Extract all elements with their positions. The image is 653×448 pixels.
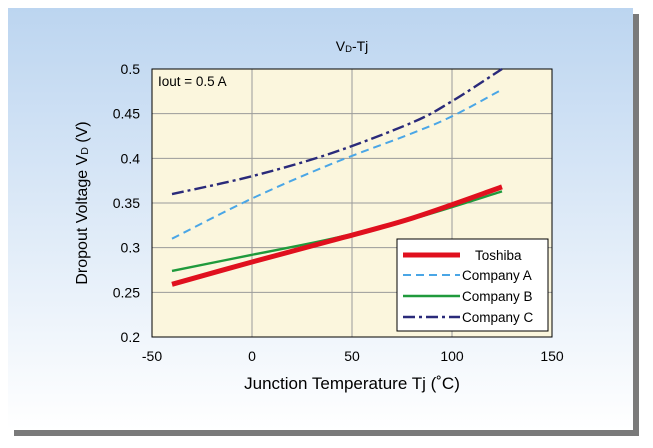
x-axis-label: Junction Temperature Tj (˚C) bbox=[244, 374, 460, 393]
series-line-company-c bbox=[171, 67, 503, 196]
y-axis-label-main: Dropout Voltage V bbox=[74, 154, 91, 284]
x-tick-label: 100 bbox=[440, 348, 464, 364]
y-axis-label-subscript: D bbox=[79, 147, 91, 155]
y-tick-label: 0.2 bbox=[121, 329, 141, 345]
series-lines bbox=[171, 67, 503, 287]
chart-title-rest: -Tj bbox=[352, 38, 368, 54]
x-tick-label: 150 bbox=[540, 348, 564, 364]
legend-label: Company C bbox=[462, 310, 534, 325]
legend: Toshiba Company A Company B Company C bbox=[396, 238, 549, 332]
y-tick-label: 0.4 bbox=[121, 150, 141, 166]
series-line-company-a bbox=[171, 88, 503, 240]
legend-label: Company A bbox=[462, 268, 532, 283]
series-line-toshiba bbox=[171, 184, 503, 287]
y-tick-label: 0.35 bbox=[113, 195, 140, 211]
annotation-iout: Iout = 0.5 A bbox=[158, 74, 227, 89]
plot-border bbox=[151, 68, 553, 338]
y-tick-label: 0.5 bbox=[121, 61, 141, 77]
x-tick-labels: -50 0 50 100 150 bbox=[142, 348, 564, 364]
y-tick-label: 0.25 bbox=[113, 284, 140, 300]
x-tick-label: 0 bbox=[248, 348, 256, 364]
x-tick-label: -50 bbox=[142, 348, 162, 364]
y-tick-label: 0.45 bbox=[113, 106, 140, 122]
chart-title-subscript: D bbox=[345, 44, 352, 55]
chart-title-main: V bbox=[336, 38, 346, 54]
chart-title: VD-Tj bbox=[336, 38, 369, 55]
y-axis-label-rest: (V) bbox=[74, 121, 91, 147]
y-tick-labels: 0.2 0.25 0.3 0.35 0.4 0.45 0.5 bbox=[113, 61, 140, 345]
legend-label: Toshiba bbox=[475, 248, 522, 263]
y-tick-label: 0.3 bbox=[121, 240, 141, 256]
x-tick-label: 50 bbox=[344, 348, 360, 364]
legend-label: Company B bbox=[462, 289, 533, 304]
y-axis-label: Dropout Voltage VD (V) bbox=[74, 121, 91, 284]
